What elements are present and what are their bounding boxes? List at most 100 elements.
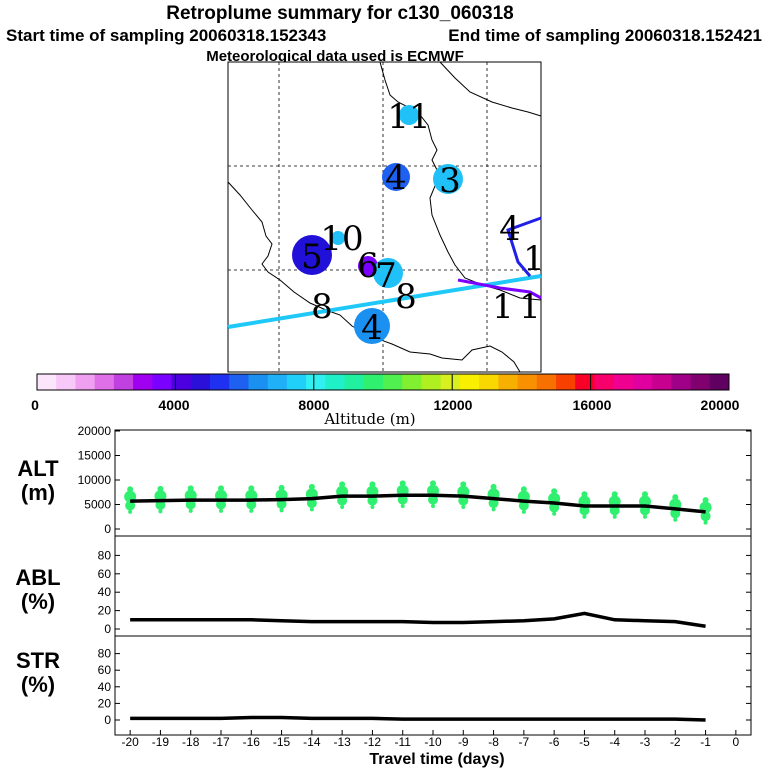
cluster-circle [331,231,345,245]
y-tick-label: 0 [104,522,111,536]
colorbar-tick: 20000 [701,397,740,413]
colorbar-swatch [344,374,365,390]
alt-scatter-point [218,485,224,492]
colorbar-swatch [690,374,711,390]
colorbar-swatch [210,374,230,390]
colorbar-swatch [671,374,692,390]
met-data-label: Meteorological data used is ECMWF [206,48,464,65]
alt-scatter-point [581,491,588,498]
alt-scatter-point [551,488,558,495]
alt-scatter-point [340,504,345,509]
alt-scatter-point [187,485,194,492]
cluster-circle [358,256,378,276]
colorbar-swatch [459,374,480,390]
colorbar-tick: 12000 [434,397,473,413]
colorbar-swatch [632,374,653,390]
x-tick-label: -12 [364,735,382,749]
colorbar-swatch [94,374,115,390]
y-tick-label: 20 [98,696,112,710]
colorbar-tick: 16000 [573,397,612,413]
cluster-label: 8 [395,277,417,317]
alt-scatter-point [673,517,678,522]
x-tick-label: -5 [579,735,590,749]
cluster-circle [399,105,419,125]
colorbar-swatch [575,374,595,390]
cluster-label: 6 [357,246,379,286]
y-tick-label: 60 [98,567,112,581]
colorbar-swatch [383,374,403,390]
abl-axis-unit: (%) [21,589,55,614]
colorbar-swatch [363,374,384,390]
cluster-label: 1 [523,239,545,279]
x-tick-label: -18 [182,735,200,749]
cluster-label: 1 [492,287,514,327]
altitude-colorbar [36,373,730,391]
y-tick-label: 0 [104,622,111,636]
series-line-alt [130,493,706,514]
alt-scatter-point [185,499,196,510]
alt-scatter-point [397,494,408,505]
alt-scatter-point [521,509,526,514]
colorbar-swatch [267,374,288,390]
alt-scatter-point [246,499,257,510]
alt-scatter-point [611,491,618,498]
x-tick-label: -4 [609,735,620,749]
cluster-label: 8 [311,287,333,327]
alt-scatter-point [157,485,164,492]
alt-scatter-point [339,481,346,488]
colorbar-swatch [652,374,672,390]
cluster-label: 4 [499,209,521,249]
y-tick-label: 80 [98,647,112,661]
alt-scatter-point [579,505,590,516]
alt-scatter-point [219,508,223,513]
colorbar-swatch [229,374,249,390]
alt-scatter-point [155,499,166,510]
x-tick-label: -2 [670,735,681,749]
x-tick-label: -15 [273,735,291,749]
x-tick-label: -9 [458,735,469,749]
str-axis-label: STR [16,648,60,673]
alt-scatter-point [431,503,435,508]
x-tick-label: -11 [394,735,411,749]
colorbar-swatch [248,374,269,390]
y-tick-label: 10000 [78,473,112,487]
colorbar-swatch [306,374,326,390]
colorbar-swatch [536,374,557,390]
colorbar-swatch [479,374,499,390]
alt-axis-label: ALT [17,456,59,481]
alt-scatter-point [306,498,317,509]
map-panel: 11 4 3 10 5 6 7 8 8 4 4 1 1 1 [227,61,545,373]
colorbar-swatch [709,374,730,390]
colorbar-swatch [190,374,211,390]
alt-scatter-point [125,500,136,511]
y-tick-label: 40 [98,680,112,694]
x-tick-label: -1 [700,735,711,749]
panel-str: 0 20 40 60 80 [98,647,751,727]
alt-scatter-point [460,481,467,488]
colorbar-swatch [286,374,307,390]
alt-scatter-point [400,503,405,508]
cluster-circle [433,164,463,194]
alt-scatter-point [612,514,617,519]
series-line-str [130,715,706,722]
colorbar-swatch [498,374,519,390]
alt-scatter-point [520,486,527,493]
cluster-label: 7 [375,256,397,296]
cluster-label: 4 [385,158,407,198]
colorbar-swatch [421,374,442,390]
x-tick-label: -17 [212,735,230,749]
y-tick-label: 0 [104,713,111,727]
y-tick-label: 20 [98,604,112,618]
x-axis-label: Travel time (days) [369,751,504,768]
x-tick-label: -20 [121,735,139,749]
alt-scatter-point [430,480,436,487]
cluster-label: 3 [439,161,461,201]
alt-scatter-point [308,483,315,490]
x-tick-label: -10 [424,735,442,749]
colorbar-swatch [56,374,76,390]
alt-scatter-point [609,505,620,516]
alt-scatter-point [278,484,285,491]
cluster-circle [373,258,403,288]
colorbar-swatch [556,374,576,390]
x-axis-ticks: -20 -19 -18 -17 -16 -15 -14 -13 -12 -11 -10 -9 -8 -7-… [121,730,740,749]
